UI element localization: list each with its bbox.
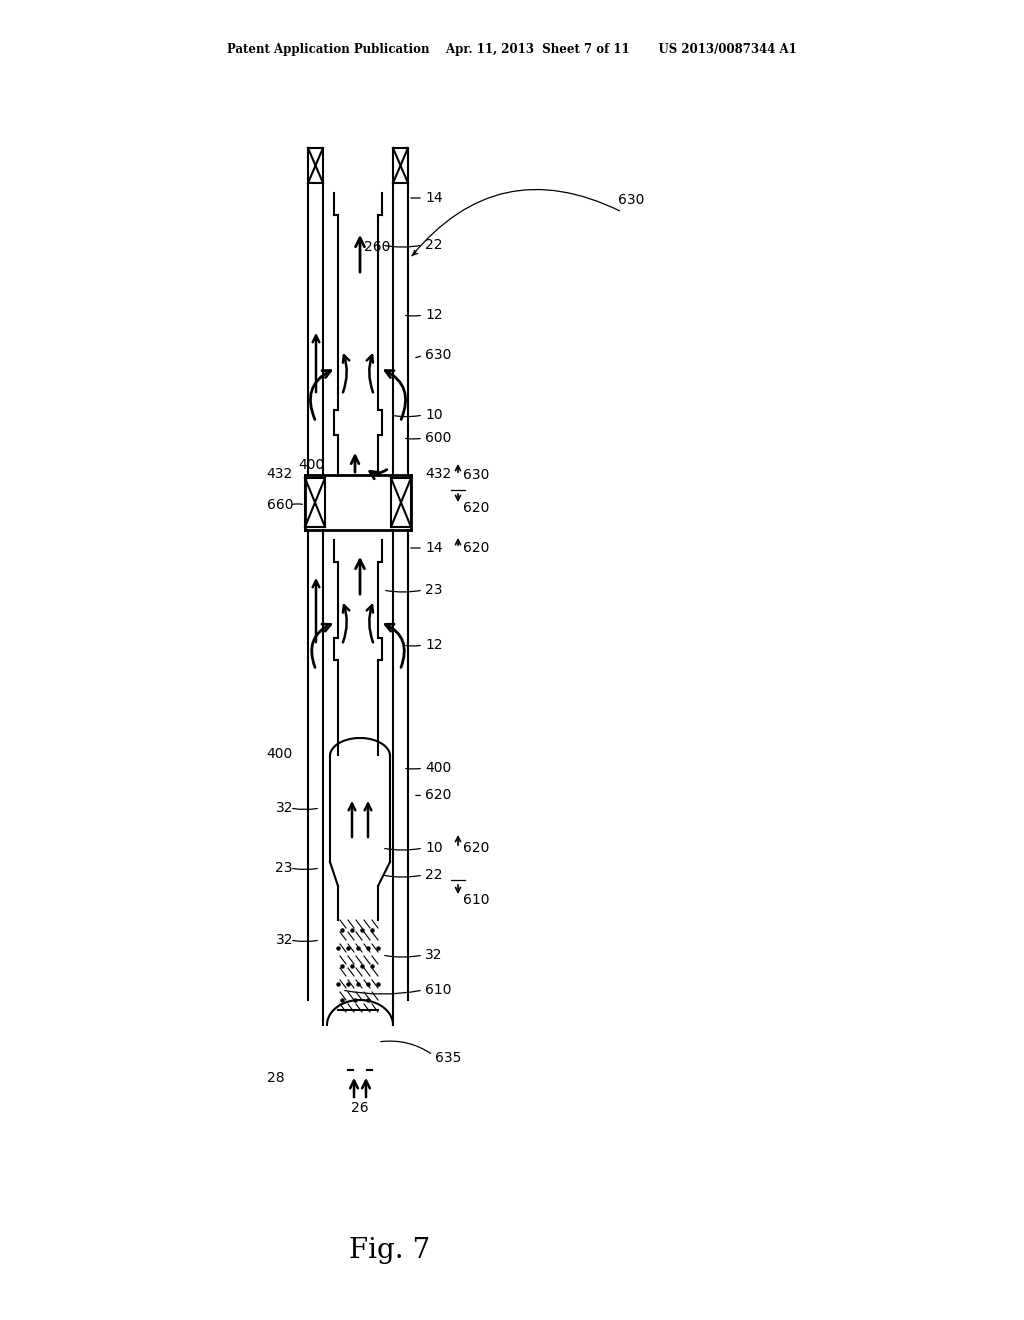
Text: 10: 10 — [425, 408, 442, 422]
Text: 260: 260 — [364, 240, 390, 253]
Text: 32: 32 — [275, 933, 293, 946]
Text: 400: 400 — [425, 762, 452, 775]
Text: 32: 32 — [425, 948, 442, 962]
Text: 28: 28 — [267, 1071, 285, 1085]
Text: 22: 22 — [425, 869, 442, 882]
Text: Fig. 7: Fig. 7 — [349, 1237, 431, 1263]
Text: 620: 620 — [425, 788, 452, 803]
Text: 635: 635 — [435, 1051, 462, 1065]
Text: 12: 12 — [425, 638, 442, 652]
Text: 620: 620 — [463, 541, 489, 554]
Text: 620: 620 — [463, 502, 489, 515]
Text: 10: 10 — [425, 841, 442, 855]
Text: 630: 630 — [425, 348, 452, 362]
Text: 660: 660 — [266, 498, 293, 512]
Text: 432: 432 — [266, 467, 293, 480]
Text: 14: 14 — [425, 541, 442, 554]
Text: 630: 630 — [618, 193, 644, 207]
Text: 26: 26 — [351, 1101, 369, 1115]
Text: 432: 432 — [425, 467, 452, 480]
Text: 400: 400 — [299, 458, 325, 473]
Text: 600: 600 — [425, 432, 452, 445]
Text: 22: 22 — [425, 238, 442, 252]
Text: 610: 610 — [463, 894, 489, 907]
Text: 14: 14 — [425, 191, 442, 205]
Text: 400: 400 — [266, 747, 293, 762]
Text: Patent Application Publication    Apr. 11, 2013  Sheet 7 of 11       US 2013/008: Patent Application Publication Apr. 11, … — [227, 44, 797, 57]
Text: 32: 32 — [275, 801, 293, 814]
Text: 23: 23 — [275, 861, 293, 875]
Text: 12: 12 — [425, 308, 442, 322]
Text: 630: 630 — [463, 469, 489, 482]
Text: 23: 23 — [425, 583, 442, 597]
Text: 620: 620 — [463, 841, 489, 855]
Text: 610: 610 — [425, 983, 452, 997]
